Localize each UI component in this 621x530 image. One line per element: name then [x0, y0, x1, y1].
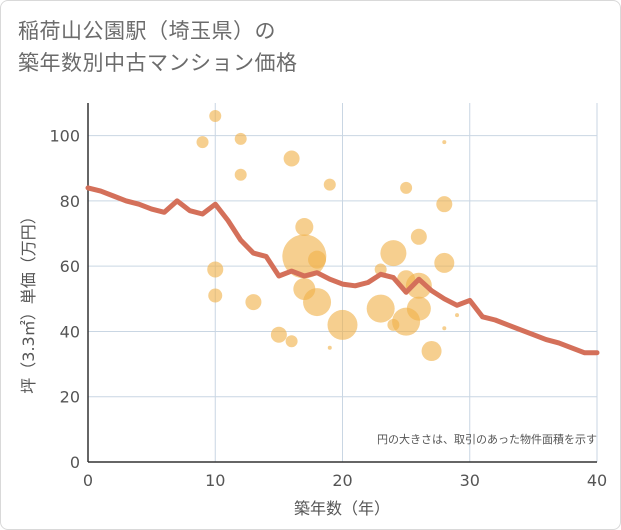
bubble-point	[303, 288, 332, 317]
x-tick-label: 20	[332, 471, 352, 490]
bubble-point	[323, 178, 336, 191]
bubble-point	[209, 110, 222, 123]
bubble-point	[245, 294, 262, 311]
bubble-point	[234, 168, 247, 181]
bubble-size-note: 円の大きさは、取引のあった物件面積を示す	[377, 432, 597, 446]
bubble-point	[366, 294, 395, 323]
bubble-point	[421, 341, 442, 362]
bubble-point	[380, 240, 407, 267]
y-tick-label: 60	[60, 257, 80, 276]
bubble-point	[442, 326, 447, 331]
bubble-point	[436, 196, 453, 213]
y-tick-label: 40	[60, 322, 80, 341]
bubble-point	[400, 181, 413, 194]
y-tick-label: 80	[60, 192, 80, 211]
grid-lines	[88, 103, 598, 462]
chart-title-line2: 築年数別中古マンション価格	[18, 51, 298, 75]
tick-labels: 0 20 40 60 80 100 0 10 20 30 40	[49, 127, 607, 490]
bubble-point	[327, 309, 358, 340]
x-tick-label: 10	[205, 471, 225, 490]
y-tick-label: 0	[70, 453, 80, 472]
x-tick-label: 0	[83, 471, 93, 490]
bubble-point	[196, 136, 209, 149]
bubble-point	[207, 261, 224, 278]
x-axis-title: 築年数（年）	[294, 499, 390, 518]
chart-title-line1: 稲荷山公園駅（埼玉県）の	[18, 19, 276, 43]
bubble-point	[327, 345, 332, 350]
bubble-point	[442, 140, 447, 145]
y-tick-label: 100	[49, 127, 80, 146]
x-tick-label: 30	[460, 471, 480, 490]
bubble-point	[270, 326, 287, 343]
bubble-point	[410, 228, 427, 245]
bubble-point	[234, 132, 247, 145]
axes	[87, 103, 597, 463]
bubble-point	[455, 313, 460, 318]
bubble-point	[283, 150, 300, 167]
chart-title: 稲荷山公園駅（埼玉県）の 築年数別中古マンション価格	[18, 15, 298, 79]
trend-line	[85, 185, 600, 356]
bubble-point	[208, 288, 223, 303]
trend-line-group	[85, 185, 600, 356]
bubbles	[196, 110, 460, 362]
y-tick-label: 20	[60, 388, 80, 407]
bubble-point	[374, 263, 387, 276]
bubble-point	[285, 335, 298, 348]
bubble-point	[295, 218, 314, 237]
bubble-point	[406, 296, 431, 321]
bubble-point	[308, 250, 327, 269]
y-axis-title: 坪（3.3㎡）単価（万円）	[19, 208, 38, 393]
bubble-point	[405, 272, 432, 299]
x-tick-label: 40	[587, 471, 607, 490]
bubble-point	[434, 252, 455, 273]
